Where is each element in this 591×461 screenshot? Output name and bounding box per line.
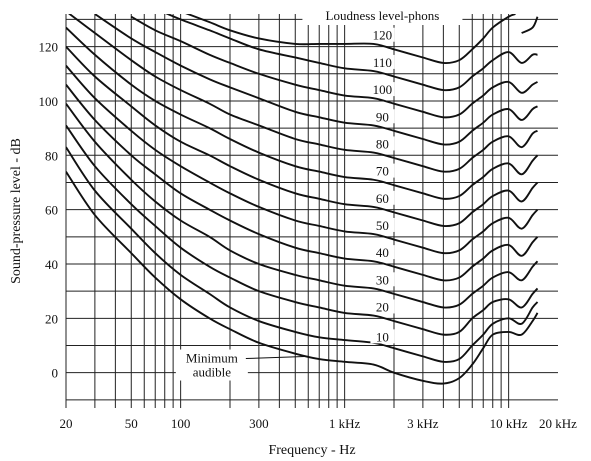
y-tick-label: 120	[39, 40, 59, 55]
axes: 20 50 100 300 1 kHz 3 kHz 10 kHz 20 kHz 0 20 40 60 8…	[39, 40, 578, 431]
loudness-curve-120	[185, 14, 516, 64]
annotation-background	[175, 349, 248, 381]
x-tick-label: 20	[60, 416, 73, 431]
x-tick-label: 100	[171, 416, 191, 431]
loudness-curve-90	[94, 14, 538, 146]
annotation-pointer	[245, 355, 309, 360]
loudness-curve-70	[66, 26, 539, 200]
phon-labels: 120 110 100 90 80 70 60 50 40 30 20 10	[370, 27, 395, 344]
phon-label-background	[370, 329, 395, 344]
loudness-curve-120-tail	[521, 16, 539, 34]
annotation-line-1: Minimum	[186, 351, 238, 366]
phon-label-background	[370, 245, 395, 260]
phon-label: 110	[373, 55, 392, 70]
phon-label: 20	[376, 299, 389, 314]
phon-label-background	[370, 299, 395, 314]
phon-label-background	[370, 272, 395, 287]
x-tick-label: 50	[125, 416, 138, 431]
x-tick-label: 300	[249, 416, 269, 431]
phon-label: 80	[376, 136, 389, 151]
phon-label: 100	[373, 82, 393, 97]
phon-label: 90	[376, 109, 389, 124]
y-axis-title: Sound-pressure level - dB	[9, 138, 24, 284]
phon-label-background	[370, 190, 395, 205]
y-tick-label: 20	[45, 311, 58, 326]
y-tick-label: 40	[45, 257, 58, 272]
phon-label: 120	[373, 28, 393, 43]
x-tick-label: 3 kHz	[407, 416, 439, 431]
phon-label: 10	[376, 329, 389, 344]
loudness-curve-110	[165, 14, 538, 92]
series-lines	[66, 14, 539, 385]
x-tick-label: 20 kHz	[539, 416, 577, 431]
phon-label: 30	[376, 272, 389, 287]
loudness-curve-100	[130, 15, 538, 119]
x-axis-title: Frequency - Hz	[268, 443, 355, 458]
loudness-curve-20	[66, 124, 539, 336]
minimum-audible-annotation: Minimum audible	[175, 349, 309, 381]
chart-title: Loudness level-phons	[326, 8, 440, 23]
loudness-curve-50	[66, 65, 539, 255]
phon-label-background	[370, 109, 395, 124]
phon-label: 50	[376, 218, 389, 233]
x-tick-label: 10 kHz	[490, 416, 528, 431]
y-tick-label: 60	[45, 203, 58, 218]
annotation-line-2: audible	[193, 365, 231, 380]
phon-label-background	[370, 54, 395, 69]
phon-label-background	[370, 27, 395, 42]
loudness-curve-minimum-audible	[66, 171, 539, 385]
y-tick-label: 0	[52, 366, 59, 381]
phon-label-background	[370, 82, 395, 97]
loudness-curve-40	[66, 84, 539, 282]
phon-label-background	[370, 163, 395, 178]
x-tick-label: 1 kHz	[329, 416, 361, 431]
phon-label-background	[370, 217, 395, 232]
y-tick-label: 100	[39, 94, 59, 109]
loudness-curve-80	[68, 14, 538, 173]
loudness-curve-30	[66, 103, 539, 309]
phon-label-background	[370, 136, 395, 151]
y-tick-label: 80	[45, 148, 58, 163]
phon-label: 40	[376, 245, 389, 260]
phon-label: 60	[376, 191, 389, 206]
phon-label: 70	[376, 164, 389, 179]
loudness-curve-60	[66, 45, 539, 227]
chart-title-background	[302, 7, 463, 25]
